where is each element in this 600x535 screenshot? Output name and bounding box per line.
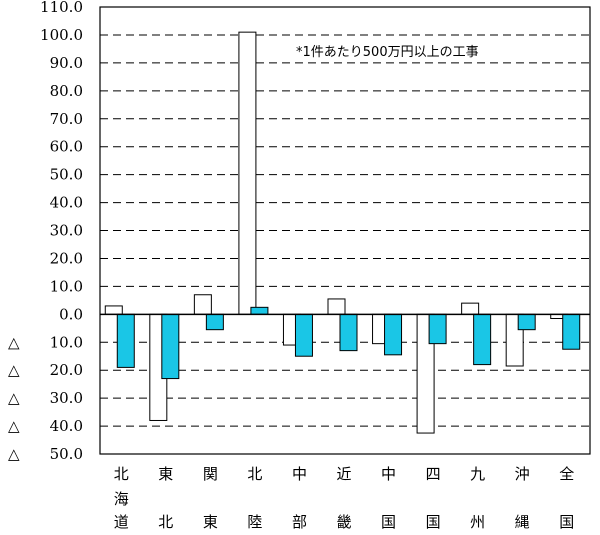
y-tick-label: 0.0 — [59, 305, 83, 323]
y-tick-triangle: △ — [8, 417, 20, 435]
gridlines — [100, 34, 590, 427]
bar — [384, 313, 403, 356]
category-label: 東 — [158, 465, 173, 483]
category-label: 畿 — [336, 513, 351, 531]
plot-frame — [99, 6, 591, 455]
category-label: 国 — [559, 513, 574, 531]
category-label: 全 — [559, 465, 574, 483]
y-tick-label: 50.0 — [50, 166, 83, 184]
y-tick-label: 10.0 — [50, 277, 83, 295]
category-label: 国 — [426, 513, 441, 531]
y-tick-label: 10.0 — [50, 333, 83, 351]
category-label: 道 — [114, 513, 129, 531]
category-label: 近 — [336, 465, 351, 483]
y-tick-label: 60.0 — [50, 138, 83, 156]
category-label: 陸 — [247, 513, 262, 531]
category-label: 四 — [426, 465, 441, 483]
y-tick-triangle: △ — [8, 361, 20, 379]
bar — [327, 298, 346, 315]
category-label: 東 — [203, 513, 218, 531]
annotation-background — [293, 40, 555, 62]
bar — [238, 31, 257, 315]
category-label: 州 — [470, 513, 485, 531]
y-tick-label: 80.0 — [50, 82, 83, 100]
bar — [116, 313, 135, 368]
bar — [461, 302, 480, 315]
bar — [517, 313, 536, 331]
category-label: 縄 — [515, 513, 530, 531]
category-label: 海 — [114, 490, 129, 508]
y-tick-labels: 110.0 100.0 90.0 80.0 70.0 60.0 50.0 40.0 30.0 20… — [8, 0, 83, 463]
y-tick-triangle: △ — [8, 389, 20, 407]
bar — [294, 313, 313, 357]
bar — [250, 306, 269, 315]
bar — [339, 313, 358, 352]
y-tick-label: 30.0 — [50, 222, 83, 240]
bar — [473, 313, 492, 366]
category-label: 九 — [470, 465, 485, 483]
category-label: 部 — [292, 513, 307, 531]
y-tick-label: 40.0 — [50, 417, 83, 435]
axes — [99, 6, 591, 455]
y-tick-label: 30.0 — [50, 389, 83, 407]
bar — [193, 294, 212, 315]
annotation: *1件あたり500万円以上の工事 — [293, 40, 555, 62]
category-label: 中 — [292, 465, 307, 483]
y-tick-label: 50.0 — [50, 445, 83, 463]
bar — [205, 313, 224, 331]
category-label: 北 — [114, 465, 129, 483]
category-label: 北 — [247, 465, 262, 483]
bar — [562, 313, 581, 350]
y-tick-label: 90.0 — [50, 54, 83, 72]
y-tick-label: 110.0 — [40, 0, 83, 16]
y-tick-label: 70.0 — [50, 110, 83, 128]
y-tick-label: 20.0 — [50, 361, 83, 379]
category-label: 北 — [158, 513, 173, 531]
bar — [104, 305, 123, 315]
annotation-text: *1件あたり500万円以上の工事 — [296, 45, 479, 60]
y-tick-label: 40.0 — [50, 194, 83, 212]
bars — [104, 31, 581, 434]
y-tick-triangle: △ — [8, 445, 20, 463]
y-tick-label: 20.0 — [50, 249, 83, 267]
category-label: 国 — [381, 513, 396, 531]
bar — [161, 313, 180, 380]
y-tick-label: 100.0 — [40, 26, 83, 44]
y-tick-triangle: △ — [8, 333, 20, 351]
category-label: 沖 — [515, 465, 530, 483]
bar — [428, 313, 447, 345]
category-label: 中 — [381, 465, 396, 483]
category-label: 関 — [203, 465, 218, 483]
